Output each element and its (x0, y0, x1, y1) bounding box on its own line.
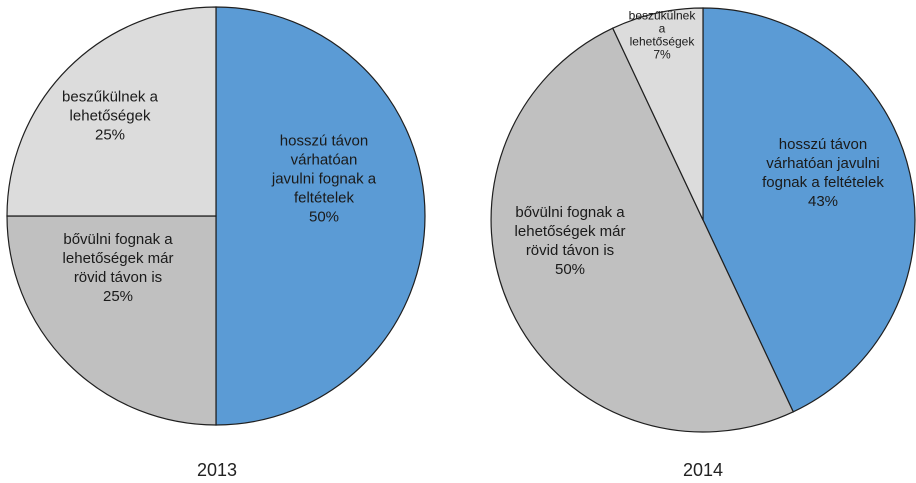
pie-2014-caption: 2014 (682, 460, 724, 480)
pie-2014-slice-2 (611, 7, 704, 221)
pie-2014-label-0: hosszú távon várhatóan javulni fognak a fe… (762, 136, 884, 210)
pie-2013-slice-1 (6, 215, 217, 426)
pie-2014: hosszú távon várhatóan javulni fognak a fe… (490, 7, 916, 433)
pie-2013-label-2: beszűkülnek a lehetőségek 25% (62, 88, 159, 143)
pie-2013: hosszú távon várhatóan javulni fognak a fel… (6, 6, 426, 426)
pie-2013-slice-2 (6, 6, 217, 217)
pie-2013-slice-0 (215, 6, 426, 426)
pie-2013-label-0: hosszú távon várhatóan javulni fognak a fel… (271, 132, 377, 225)
pie-2013-label-1: bővülni fognak a lehetőségek már rövid táv… (63, 231, 174, 305)
pie-2014-slice-0 (702, 7, 916, 413)
pie-2014-label-2: beszűkülnek a lehetőségek 7% (629, 9, 697, 62)
pie-2014-slice-1 (490, 27, 795, 433)
pie-2014-label-1: bővülni fognak a lehetőségek már rövid táv… (515, 204, 626, 278)
pie-2013-caption: 2013 (196, 460, 238, 480)
